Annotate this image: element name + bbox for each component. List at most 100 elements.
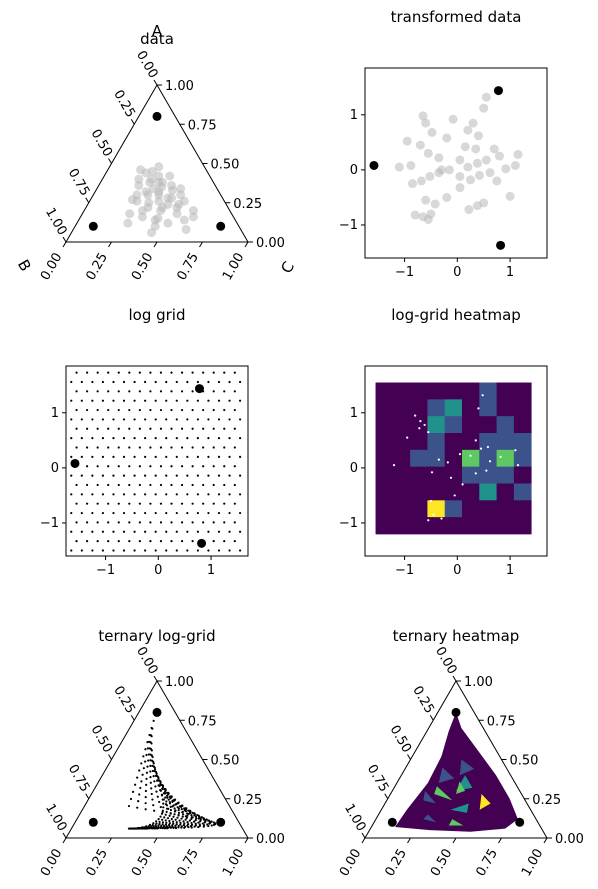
grid-point — [207, 493, 210, 496]
grid-point — [207, 819, 210, 822]
data-point — [513, 149, 523, 159]
heatmap-cell — [462, 466, 480, 484]
grid-point — [186, 530, 189, 533]
data-point — [461, 483, 464, 486]
tick-label-bottom: 0.75 — [473, 847, 500, 880]
grid-point — [165, 827, 169, 830]
grid-point — [112, 418, 115, 421]
grid-point — [161, 823, 164, 826]
grid-point — [210, 820, 213, 823]
grid-point — [165, 418, 168, 421]
heatmap-cell — [496, 483, 515, 501]
heatmap-cell — [427, 500, 446, 518]
grid-point — [233, 465, 236, 468]
data-point — [415, 140, 425, 150]
data-point — [176, 184, 186, 194]
tick-label-left: 0.75 — [65, 762, 92, 795]
grid-point — [233, 427, 236, 430]
tick-mark — [407, 837, 411, 844]
grid-point — [180, 390, 184, 393]
grid-point — [196, 493, 199, 496]
grid-point — [133, 493, 136, 496]
grid-point — [171, 805, 174, 808]
axes: −1 0 1 −1 0 1 — [339, 108, 514, 280]
grid-point — [170, 390, 173, 393]
heatmap-cell — [392, 399, 411, 417]
data-point — [472, 158, 482, 168]
grid-point — [154, 511, 157, 515]
plot-frame — [65, 365, 249, 557]
grid-point — [196, 399, 199, 402]
grid-point — [228, 549, 231, 552]
grid-point — [144, 789, 147, 793]
grid-point — [165, 549, 168, 552]
grid-point — [149, 759, 152, 762]
grid-point — [101, 455, 105, 458]
heatmap-cell — [375, 449, 394, 468]
grid-point — [188, 811, 192, 814]
grid-point — [159, 465, 163, 468]
heatmap-cell — [444, 449, 463, 468]
grid-point — [127, 804, 131, 808]
grid-point — [223, 371, 226, 374]
x-tick-label: 0 — [453, 563, 461, 578]
y-tick-label: 0 — [350, 163, 358, 178]
grid-point — [170, 465, 173, 468]
grid-point — [142, 755, 145, 758]
grid-point — [80, 418, 83, 421]
anchor-point — [216, 221, 226, 231]
grid-point — [207, 549, 210, 552]
y-tick-label: 0 — [51, 461, 59, 476]
anchor-point — [387, 817, 397, 827]
grid-point — [91, 455, 94, 458]
grid-point — [128, 540, 131, 543]
grid-point — [165, 821, 168, 824]
grid-point — [186, 380, 189, 384]
data-point — [176, 190, 186, 200]
heatmap-cell — [427, 449, 446, 468]
y-tick-label: 0 — [350, 461, 358, 476]
tick-label-right: 0.75 — [188, 714, 217, 729]
heatmap-cell — [375, 466, 394, 484]
data-point — [442, 133, 452, 143]
tick-mark — [199, 241, 203, 248]
grid-point — [238, 437, 242, 440]
grid-point — [233, 446, 236, 449]
grid-point — [186, 511, 189, 515]
tick-label-left: 0.50 — [88, 127, 115, 160]
grid-point — [154, 493, 157, 496]
grid-point — [80, 511, 83, 515]
grid-point — [136, 827, 139, 830]
grid-point — [174, 809, 177, 812]
heatmap-cell — [513, 466, 532, 484]
grid-point — [164, 813, 167, 816]
data-point — [455, 171, 465, 181]
grid-point — [149, 408, 152, 412]
grid-point — [217, 455, 221, 458]
heatmap-cell — [427, 483, 446, 501]
grid-point — [70, 418, 73, 421]
data-point — [419, 419, 422, 423]
grid-point — [91, 474, 94, 477]
heatmap-cell — [410, 466, 428, 484]
heatmap-cell — [444, 399, 463, 417]
grid-point — [122, 437, 126, 440]
grid-point — [223, 427, 226, 430]
heatmap-cell — [410, 416, 428, 434]
heatmap-cell — [462, 382, 480, 400]
data-point — [453, 494, 456, 497]
grid-point — [138, 427, 141, 430]
data-point — [418, 427, 421, 430]
grid-point — [233, 521, 236, 524]
grid-point — [144, 493, 147, 496]
data-points — [369, 86, 523, 250]
grid-point — [86, 446, 89, 449]
grid-point — [144, 530, 147, 533]
grid-point — [138, 446, 141, 449]
grid-point — [149, 521, 152, 524]
grid-point — [159, 540, 163, 543]
x-tick-label: −1 — [395, 265, 414, 280]
tick-mark — [130, 118, 135, 125]
heatmap-cell — [410, 449, 428, 468]
grid-point — [70, 530, 73, 533]
